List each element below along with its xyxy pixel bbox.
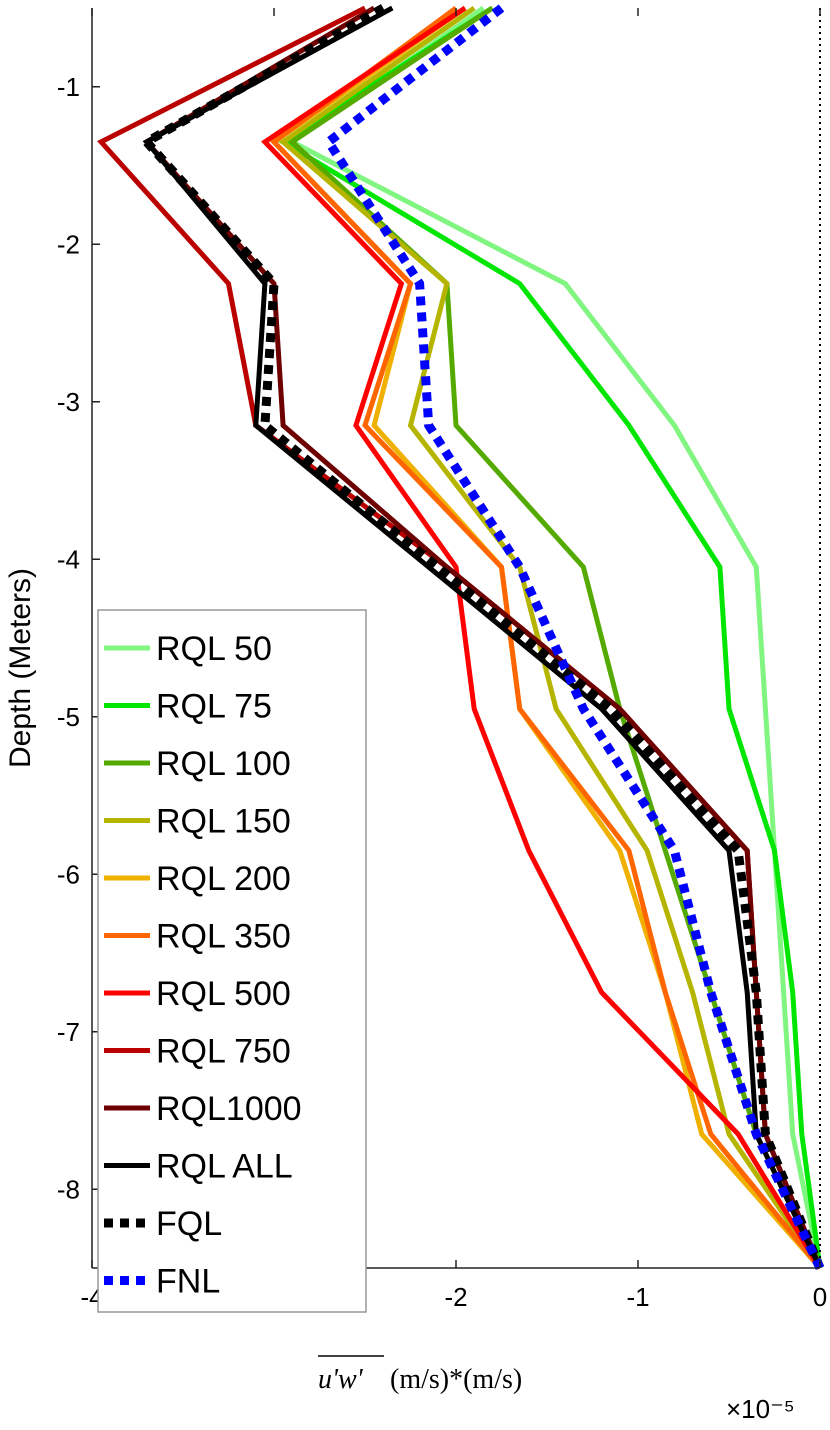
legend-label-rql-all: RQL ALL bbox=[156, 1148, 293, 1186]
y-ticks: -8 -7 -6 -5 -4 -3 -2 -1 bbox=[57, 72, 100, 1204]
x-label-units: (m/s)*(m/s) bbox=[390, 1364, 522, 1395]
series-line-rql-all bbox=[142, 5, 823, 1270]
legend-label-rql-350: RQL 350 bbox=[156, 918, 291, 956]
y-tick-label: -3 bbox=[57, 387, 80, 417]
y-tick-label: -1 bbox=[57, 72, 80, 102]
x-tick-label: 0 bbox=[813, 1282, 827, 1312]
series-layer bbox=[97, 4, 825, 1270]
legend-label-rql-75: RQL 75 bbox=[156, 688, 272, 726]
y-axis-label: Depth (Meters) bbox=[4, 568, 37, 768]
legend-label-rql-100: RQL 100 bbox=[156, 745, 291, 783]
x-axis-exponent: ×10⁻⁵ bbox=[726, 1394, 795, 1424]
legend-label-rql1000: RQL1000 bbox=[156, 1090, 302, 1128]
x-label-main: u'w' bbox=[318, 1364, 364, 1395]
series-line-rql-150 bbox=[279, 5, 823, 1270]
legend-label-rql-50: RQL 50 bbox=[156, 630, 272, 668]
legend-label-fql: FQL bbox=[156, 1205, 222, 1243]
legend-label-rql-500: RQL 500 bbox=[156, 975, 291, 1013]
x-tick-label: -2 bbox=[444, 1282, 467, 1312]
y-tick-label: -4 bbox=[57, 544, 80, 574]
series-line-fnl bbox=[322, 4, 825, 1270]
series-line-rql-50 bbox=[287, 5, 823, 1269]
legend-items: RQL 50 RQL 75 RQL 100 RQL 150 RQL 200 RQL 350… bbox=[104, 630, 302, 1301]
legend: RQL 50 RQL 75 RQL 100 RQL 150 RQL 200 RQL 350… bbox=[97, 609, 367, 1313]
legend-label-rql-200: RQL 200 bbox=[156, 860, 291, 898]
series-line-rql-100 bbox=[288, 5, 823, 1270]
series-line-fql bbox=[139, 4, 825, 1270]
x-tick-label: -1 bbox=[626, 1282, 649, 1312]
y-tick-label: -8 bbox=[57, 1174, 80, 1204]
series-line-rql-350 bbox=[270, 5, 822, 1270]
legend-label-rql-150: RQL 150 bbox=[156, 803, 291, 841]
y-tick-label: -7 bbox=[57, 1017, 80, 1047]
x-axis-label: u'w' (m/s)*(m/s) bbox=[318, 1355, 522, 1395]
series-line-rql-500 bbox=[261, 5, 823, 1270]
y-tick-label: -2 bbox=[57, 229, 80, 259]
legend-box bbox=[97, 609, 367, 1313]
legend-label-rql-750: RQL 750 bbox=[156, 1033, 291, 1071]
y-tick-label: -5 bbox=[57, 702, 80, 732]
series-line-rql-75 bbox=[278, 5, 823, 1269]
legend-label-fnl: FNL bbox=[156, 1263, 220, 1301]
y-tick-label: -6 bbox=[57, 859, 80, 889]
